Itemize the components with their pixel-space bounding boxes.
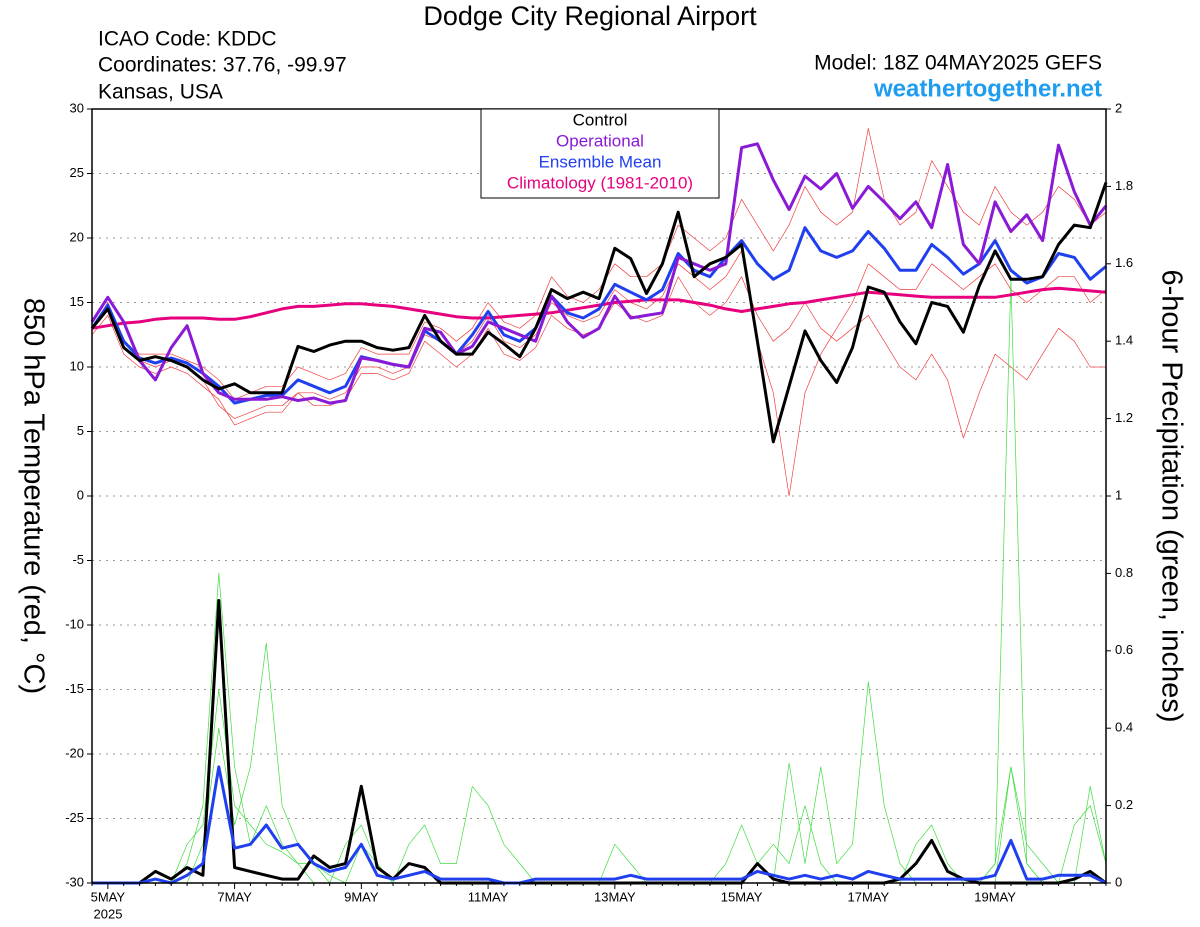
- y2-tick-label: 1.2: [1115, 410, 1133, 425]
- legend-box: [480, 108, 720, 199]
- y-tick-label: -25: [65, 810, 84, 825]
- legend-label: Control: [573, 110, 628, 129]
- series-line: [91, 286, 1107, 330]
- y2-tick-label: 0: [1115, 874, 1122, 889]
- legend-label: Climatology (1981-2010): [507, 173, 693, 192]
- y-tick-label: 10: [70, 358, 84, 373]
- y2-tick-label: 1.8: [1115, 178, 1133, 193]
- y2-tick-label: 0.2: [1115, 797, 1133, 812]
- y-tick-label: -5: [72, 552, 84, 567]
- info-line: Kansas, USA: [98, 81, 223, 104]
- site-label: weathertogether.net: [873, 75, 1102, 102]
- x-tick-label: 19MAY: [974, 889, 1016, 904]
- y2-tick-label: 1: [1115, 487, 1122, 502]
- y-tick-label: -10: [65, 616, 84, 631]
- info-line: ICAO Code: KDDC: [98, 28, 277, 51]
- y-tick-label: 0: [77, 487, 84, 502]
- y2-tick-label: 0.6: [1115, 642, 1133, 657]
- y-tick-label: -20: [65, 745, 84, 760]
- y2-tick-label: 1.4: [1115, 333, 1133, 348]
- x-tick-label: 13MAY: [594, 889, 636, 904]
- x-tick-label: 5MAY: [91, 889, 126, 904]
- y-tick-label: -30: [65, 874, 84, 889]
- series-line: [90, 226, 1107, 405]
- x-sublabel: 2025: [94, 906, 123, 921]
- y-tick-label: 5: [77, 423, 84, 438]
- legend-label: Ensemble Mean: [539, 152, 662, 171]
- member-line: [91, 276, 1106, 439]
- series-line: [90, 142, 1108, 405]
- member-line: [92, 278, 1106, 884]
- member-line: [91, 250, 1107, 497]
- x-tick-label: 17MAY: [848, 889, 890, 904]
- y-tick-label: -15: [65, 681, 84, 696]
- y-tick-label: 30: [70, 100, 84, 115]
- x-tick-label: 7MAY: [217, 889, 252, 904]
- member-line: [92, 765, 1107, 885]
- y-tick-label: 20: [70, 229, 84, 244]
- legend-label: Operational: [556, 131, 644, 150]
- x-tick-label: 15MAY: [721, 889, 763, 904]
- y2-tick-label: 0.8: [1115, 565, 1133, 580]
- y2-tick-label: 2: [1115, 100, 1122, 115]
- member-line: [91, 128, 1107, 400]
- x-tick-label: 9MAY: [344, 889, 379, 904]
- member-line: [92, 689, 1107, 884]
- member-line: [92, 599, 1107, 885]
- y2-tick-label: 1.6: [1115, 255, 1133, 270]
- y2-tick-label: 0.4: [1115, 720, 1133, 735]
- series-line: [90, 182, 1108, 444]
- model-label: Model: 18Z 04MAY2025 GEFS: [814, 52, 1102, 75]
- y-tick-label: 15: [70, 294, 84, 309]
- y-tick-label: 25: [70, 165, 84, 180]
- chart-title: Dodge City Regional Airport: [423, 1, 757, 31]
- y-axis-label: 850 hPa Temperature (red, °C): [17, 298, 49, 694]
- plot-area: [90, 108, 1108, 885]
- y2-axis-label: 6-hour Precipitation (green, inches): [1155, 270, 1187, 723]
- x-tick-label: 11MAY: [468, 889, 509, 904]
- info-line: Coordinates: 37.76, -99.97: [98, 54, 347, 77]
